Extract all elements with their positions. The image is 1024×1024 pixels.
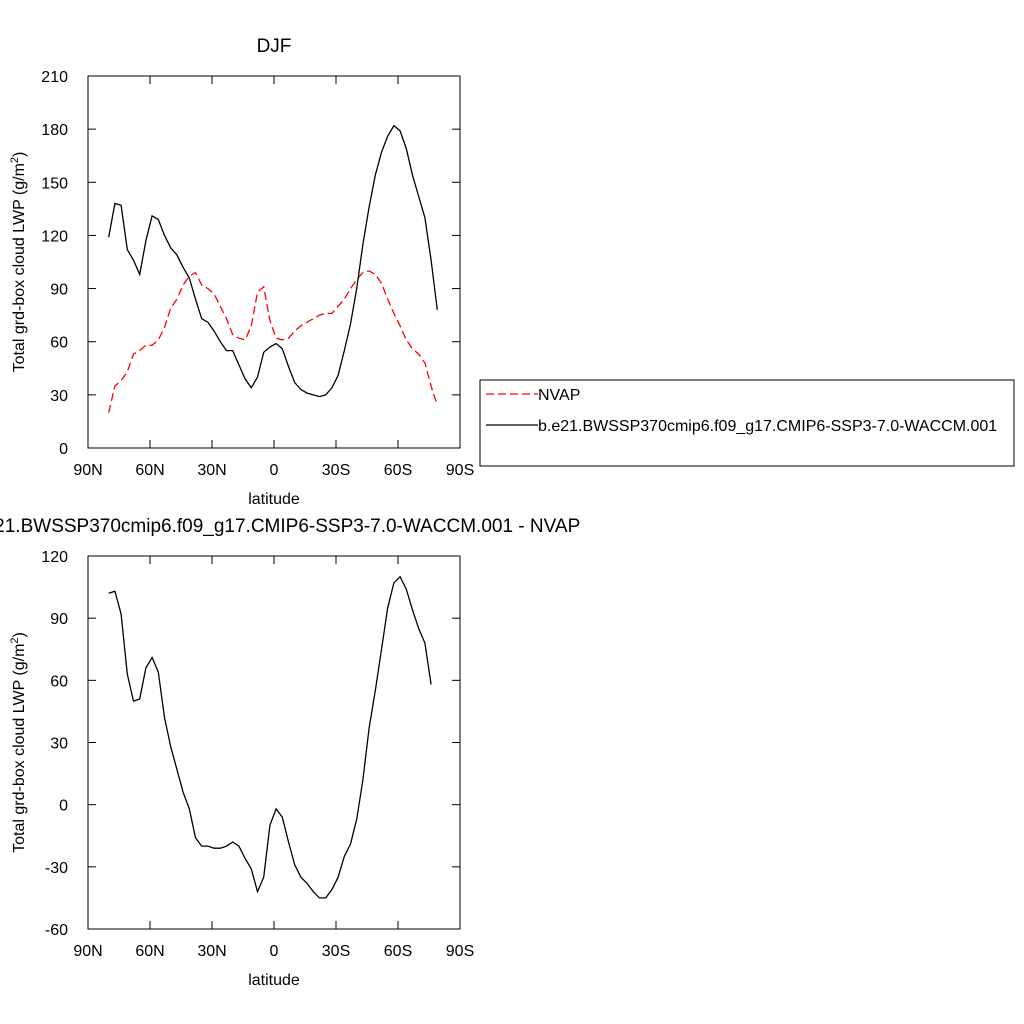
y-axis-label-part: Total grd-box cloud LWP (g/m <box>11 163 28 372</box>
x-tick-label: 90N <box>73 943 102 960</box>
x-tick-label: 30S <box>322 462 350 479</box>
x-tick-label: 90S <box>446 943 474 960</box>
y-tick-label: 210 <box>41 69 68 86</box>
data-line <box>108 270 438 413</box>
y-tick-label: 30 <box>50 736 68 753</box>
y-tick-label: -60 <box>45 922 68 939</box>
x-tick-label: 60S <box>384 462 412 479</box>
y-axis-label: Total grd-box cloud LWP (g/m2) <box>9 632 28 853</box>
y-axis-label: Total grd-box cloud LWP (g/m2) <box>9 152 28 373</box>
y-tick-label: 120 <box>41 228 68 245</box>
y-axis-label-part: 2 <box>9 637 21 643</box>
y-tick-label: 60 <box>50 335 68 352</box>
x-tick-label: 60S <box>384 943 412 960</box>
y-tick-label: 30 <box>50 388 68 405</box>
legend-box <box>479 379 1015 467</box>
y-tick-label: 180 <box>41 122 68 139</box>
data-line <box>108 575 432 899</box>
data-line <box>108 124 438 398</box>
chart-title: DJF <box>257 36 292 57</box>
y-tick-label: -30 <box>45 860 68 877</box>
y-tick-label: 150 <box>41 175 68 192</box>
x-tick-label: 30N <box>197 943 226 960</box>
x-tick-label: 0 <box>270 462 279 479</box>
y-tick-label: 90 <box>50 611 68 628</box>
x-tick-label: 60N <box>135 462 164 479</box>
y-axis-label-part: ) <box>11 632 28 637</box>
y-tick-label: 120 <box>41 549 68 566</box>
x-tick-label: 60N <box>135 943 164 960</box>
y-axis-label-part: Total grd-box cloud LWP (g/m <box>11 644 28 853</box>
y-tick-label: 0 <box>59 441 68 458</box>
x-tick-label: 30N <box>197 462 226 479</box>
x-axis-label: latitude <box>248 972 300 989</box>
legend-label: b.e21.BWSSP370cmip6.f09_g17.CMIP6-SSP3-7… <box>538 418 997 435</box>
y-axis-label-part: ) <box>11 152 28 157</box>
x-tick-label: 0 <box>270 943 279 960</box>
y-axis-label-part: 2 <box>9 157 21 163</box>
y-tick-label: 60 <box>50 673 68 690</box>
legend-label: NVAP <box>538 387 580 404</box>
y-tick-label: 90 <box>50 282 68 299</box>
x-tick-label: 30S <box>322 943 350 960</box>
y-tick-label: 0 <box>59 798 68 815</box>
x-tick-label: 90N <box>73 462 102 479</box>
x-tick-label: 90S <box>446 462 474 479</box>
x-axis-label: latitude <box>248 491 300 508</box>
plot-frame <box>87 555 461 930</box>
chart-title: b.e21.BWSSP370cmip6.f09_g17.CMIP6-SSP3-7… <box>0 516 580 537</box>
plot-frame <box>87 75 461 449</box>
